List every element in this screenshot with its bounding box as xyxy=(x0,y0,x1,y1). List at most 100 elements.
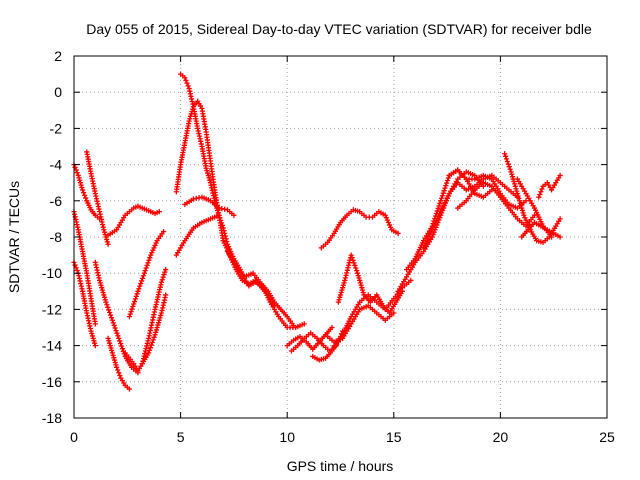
data-point xyxy=(442,185,448,191)
data-point xyxy=(138,280,144,287)
data-point xyxy=(136,286,142,292)
data-point xyxy=(152,332,158,338)
data-point xyxy=(89,330,95,337)
data-point xyxy=(146,347,153,353)
y-tick-label: -16 xyxy=(42,374,62,390)
y-tick-label: -4 xyxy=(50,157,63,173)
series-s24 xyxy=(318,207,401,251)
data-point xyxy=(146,257,152,263)
data-point xyxy=(514,188,520,194)
data-point xyxy=(222,242,228,249)
data-point xyxy=(231,212,237,218)
data-point xyxy=(135,288,141,294)
data-point xyxy=(301,321,307,327)
data-point xyxy=(187,116,193,122)
data-point xyxy=(206,175,212,181)
data-point xyxy=(158,312,164,319)
data-point xyxy=(355,273,361,279)
data-point xyxy=(114,330,120,336)
data-point xyxy=(221,240,227,246)
data-point xyxy=(205,170,211,176)
y-axis-label: SDTVAR / TECUs xyxy=(6,181,22,293)
data-point xyxy=(114,364,120,370)
data-point xyxy=(117,372,123,379)
data-point xyxy=(130,303,136,310)
data-point xyxy=(80,190,87,196)
data-point xyxy=(537,191,543,198)
data-point xyxy=(90,335,96,341)
data-point xyxy=(100,289,106,296)
data-point xyxy=(143,265,149,271)
data-point xyxy=(205,172,211,179)
series-s7 xyxy=(105,203,162,238)
series-s21 xyxy=(322,303,397,345)
data-point xyxy=(512,181,518,187)
data-point xyxy=(518,203,524,209)
data-point xyxy=(358,282,364,288)
data-point xyxy=(107,309,113,316)
data-point xyxy=(162,269,168,275)
data-point xyxy=(220,225,226,231)
data-point xyxy=(522,215,528,221)
data-point xyxy=(408,277,414,284)
y-tick-label: -12 xyxy=(42,301,62,317)
data-point xyxy=(134,291,140,297)
data-point xyxy=(76,175,82,181)
data-point xyxy=(557,234,563,240)
data-point xyxy=(101,294,108,300)
data-point xyxy=(512,183,518,189)
data-point xyxy=(72,262,78,268)
x-tick-label: 10 xyxy=(279,429,295,445)
data-point xyxy=(107,312,114,318)
data-point xyxy=(219,222,225,229)
data-point xyxy=(112,325,118,331)
data-point xyxy=(82,192,88,198)
data-point xyxy=(222,233,228,239)
data-point xyxy=(163,292,169,298)
data-point xyxy=(222,230,228,236)
data-point xyxy=(395,230,401,236)
x-axis-label: GPS time / hours xyxy=(287,458,394,474)
data-point xyxy=(440,190,446,196)
data-point xyxy=(516,195,522,201)
data-point xyxy=(504,158,511,165)
series-s3 xyxy=(71,259,98,349)
x-tick-labels: 0 5 10 15 20 25 xyxy=(70,429,615,445)
data-point xyxy=(104,302,110,308)
data-point xyxy=(502,153,509,159)
data-point xyxy=(204,168,210,174)
data-point xyxy=(153,240,159,246)
data-point xyxy=(441,188,447,194)
data-point xyxy=(357,277,363,284)
data-point xyxy=(96,277,103,284)
series-s10 xyxy=(139,292,169,367)
data-point xyxy=(185,83,191,89)
data-point xyxy=(112,359,118,366)
data-point xyxy=(218,220,225,226)
data-point xyxy=(141,270,147,276)
data-point xyxy=(148,252,154,258)
data-point xyxy=(158,279,165,285)
data-point xyxy=(538,189,544,195)
data-point xyxy=(155,320,162,326)
data-point xyxy=(157,315,163,321)
data-point xyxy=(116,335,122,341)
x-tick-label: 15 xyxy=(386,429,402,445)
data-point xyxy=(354,270,361,276)
data-point xyxy=(353,265,359,271)
series-s8 xyxy=(122,266,169,374)
data-point xyxy=(152,242,158,249)
data-point xyxy=(508,169,514,175)
data-point xyxy=(223,245,230,251)
data-point xyxy=(220,238,226,244)
data-point xyxy=(360,289,366,296)
series-s17 xyxy=(224,248,307,331)
data-point xyxy=(119,346,126,352)
data-point xyxy=(525,222,531,228)
data-point xyxy=(113,328,119,334)
data-point xyxy=(147,345,154,351)
data-point xyxy=(116,370,122,376)
data-point xyxy=(113,362,119,368)
data-point xyxy=(75,172,81,179)
